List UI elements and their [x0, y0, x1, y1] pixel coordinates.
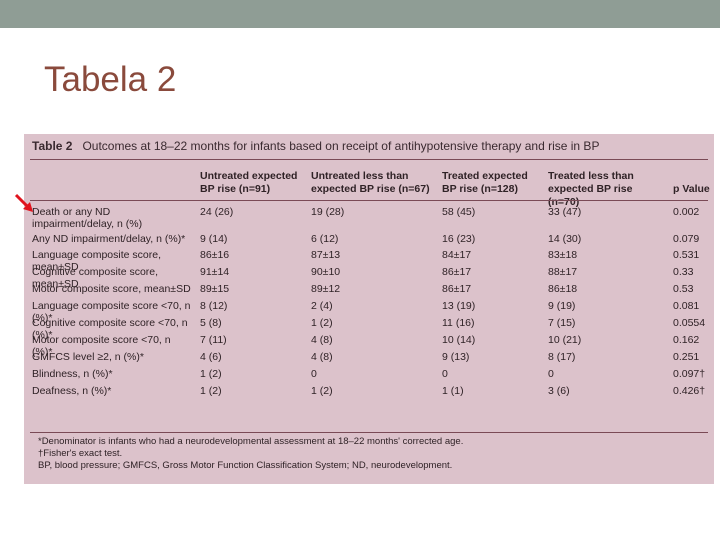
footnote: BP, blood pressure; GMFCS, Gross Motor F… — [38, 460, 453, 471]
rule-header — [30, 200, 708, 201]
row-label: Cognitive composite score <70, n (%)* — [32, 317, 188, 341]
table-cell: 0.0554 — [673, 317, 706, 329]
table-cell: 11 (16) — [442, 317, 475, 329]
table-cell: 9 (19) — [548, 300, 576, 312]
table-cell: 4 (6) — [200, 351, 222, 363]
row-label: GMFCS level ≥2, n (%)* — [32, 351, 144, 363]
table-image: Table 2 Outcomes at 18–22 months for infa… — [24, 134, 714, 484]
table-caption: Outcomes at 18–22 months for infants bas… — [82, 139, 600, 153]
table-cell: 4 (8) — [311, 334, 333, 346]
table-cell: 0 — [442, 368, 448, 380]
table-cell: 90±10 — [311, 266, 341, 278]
table-cell: 0.081 — [673, 300, 700, 312]
table-cell: 88±17 — [548, 266, 578, 278]
table-cell: 86±16 — [200, 249, 230, 261]
table-cell: 86±17 — [442, 283, 472, 295]
row-label: Language composite score, mean±SD — [32, 249, 161, 273]
table-cell: 0.426† — [673, 385, 706, 397]
row-label: Language composite score <70, n (%)* — [32, 300, 191, 324]
table-cell: 0.079 — [673, 233, 700, 245]
table-cell: 4 (8) — [311, 351, 333, 363]
table-cell: 0.002 — [673, 206, 700, 218]
table-cell: 86±17 — [442, 266, 472, 278]
table-cell: 87±13 — [311, 249, 341, 261]
footnotes: *Denominator is infants who had a neurod… — [38, 436, 463, 472]
table-cell: 19 (28) — [311, 206, 345, 218]
slide-title: Tabela 2 — [44, 60, 177, 99]
table-cell: 84±17 — [442, 249, 472, 261]
header-untreated-expected: Untreated expected BP rise (n=91) — [200, 170, 298, 195]
table-cell: 0 — [548, 368, 554, 380]
table-cell: 33 (47) — [548, 206, 582, 218]
row-label: Motor composite score <70, n (%)* — [32, 334, 171, 358]
table-cell: 16 (23) — [442, 233, 476, 245]
table-cell: 1 (2) — [311, 385, 333, 397]
table-cell: 0.33 — [673, 266, 694, 278]
table-cell: 24 (26) — [200, 206, 234, 218]
table-cell: 83±18 — [548, 249, 578, 261]
table-cell: 1 (1) — [442, 385, 464, 397]
top-bar — [0, 0, 720, 28]
header-treated-expected: Treated expected BP rise (n=128) — [442, 170, 528, 195]
table-cell: 1 (2) — [311, 317, 333, 329]
table-cell: 2 (4) — [311, 300, 333, 312]
table-heading: Table 2 Outcomes at 18–22 months for infa… — [32, 139, 599, 153]
table-cell: 6 (12) — [311, 233, 339, 245]
table-cell: 0.531 — [673, 249, 700, 261]
table-cell: 89±15 — [200, 283, 230, 295]
rule-top — [30, 159, 708, 160]
table-label: Table 2 — [32, 139, 73, 153]
table-cell: 10 (14) — [442, 334, 476, 346]
table-cell: 13 (19) — [442, 300, 476, 312]
footnote: *Denominator is infants who had a neurod… — [38, 436, 464, 447]
red-arrow-icon — [14, 193, 33, 212]
table-cell: 9 (14) — [200, 233, 228, 245]
table-cell: 10 (21) — [548, 334, 582, 346]
table-cell: 14 (30) — [548, 233, 582, 245]
row-label: Death or any ND impairment/delay, n (%) — [32, 206, 143, 230]
table-cell: 86±18 — [548, 283, 578, 295]
table-cell: 0.162 — [673, 334, 700, 346]
table-cell: 91±14 — [200, 266, 230, 278]
header-p-value: p Value — [673, 183, 710, 195]
row-label: Any ND impairment/delay, n (%)* — [32, 233, 186, 245]
table-cell: 8 (17) — [548, 351, 576, 363]
table-cell: 89±12 — [311, 283, 341, 295]
rule-bottom — [30, 432, 708, 433]
header-untreated-less: Untreated less than expected BP rise (n=… — [311, 170, 430, 195]
row-label: Cognitive composite score, mean±SD — [32, 266, 159, 290]
table-cell: 0.097† — [673, 368, 706, 380]
table-cell: 5 (8) — [200, 317, 222, 329]
row-label: Blindness, n (%)* — [32, 368, 113, 380]
table-cell: 1 (2) — [200, 385, 222, 397]
table-cell: 8 (12) — [200, 300, 228, 312]
table-cell: 9 (13) — [442, 351, 470, 363]
row-label: Motor composite score, mean±SD — [32, 283, 191, 295]
table-cell: 3 (6) — [548, 385, 570, 397]
table-cell: 7 (11) — [200, 334, 227, 346]
row-label: Deafness, n (%)* — [32, 385, 112, 397]
table-cell: 0.251 — [673, 351, 700, 363]
table-cell: 0 — [311, 368, 317, 380]
table-cell: 0.53 — [673, 283, 694, 295]
table-cell: 58 (45) — [442, 206, 476, 218]
header-treated-less: Treated less than expected BP rise (n=70… — [548, 170, 634, 208]
table-cell: 1 (2) — [200, 368, 222, 380]
table-cell: 7 (15) — [548, 317, 576, 329]
footnote: †Fisher's exact test. — [38, 448, 123, 459]
